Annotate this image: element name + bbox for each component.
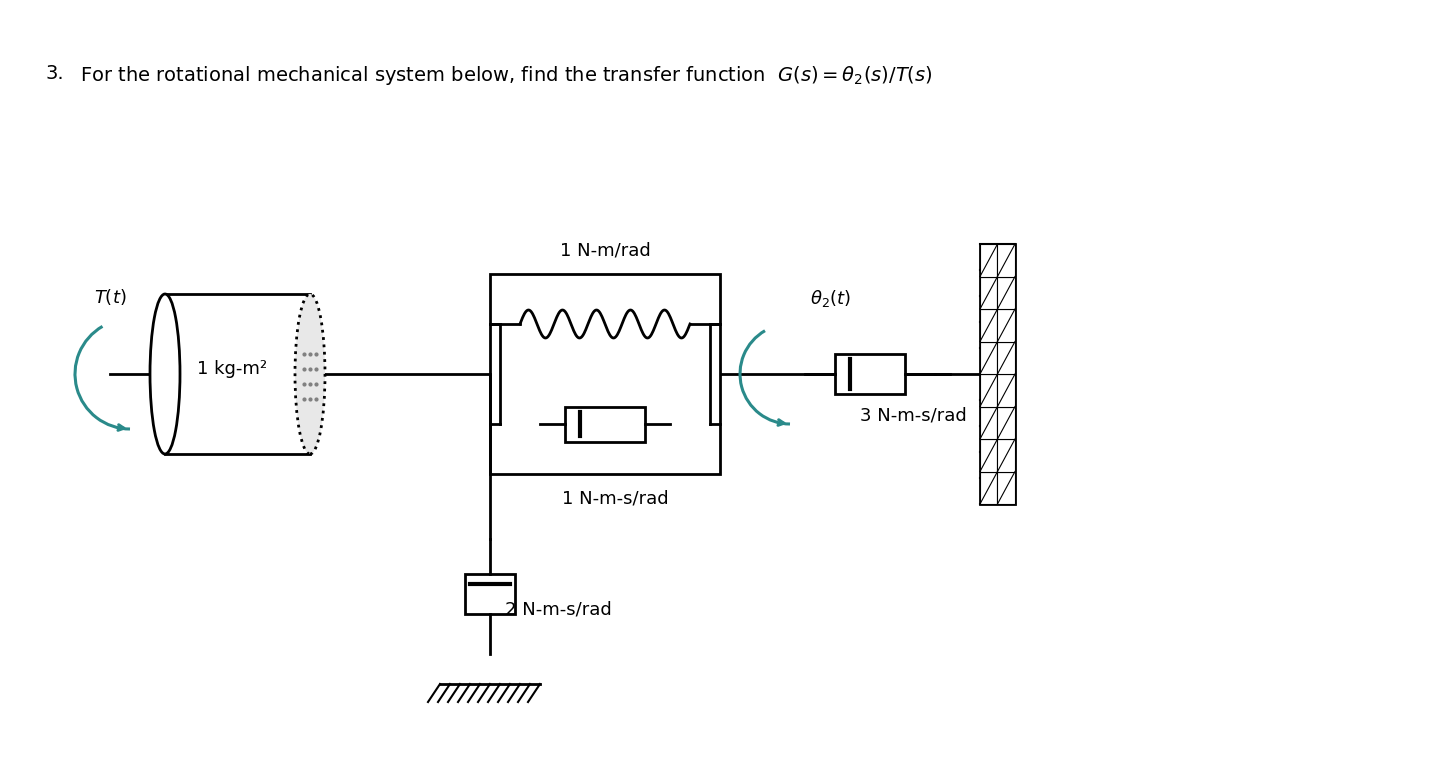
Bar: [998, 406, 1015, 439]
Text: 1 N-m-s/rad: 1 N-m-s/rad: [562, 489, 668, 507]
Bar: [998, 342, 1015, 374]
Text: 3 N-m-s/rad: 3 N-m-s/rad: [860, 406, 967, 424]
Text: 2 N-m-s/rad: 2 N-m-s/rad: [505, 600, 612, 618]
Bar: [998, 439, 1015, 471]
Bar: [979, 244, 998, 277]
Bar: [998, 309, 1015, 342]
Bar: [979, 439, 998, 471]
Bar: [490, 274, 720, 474]
Bar: [979, 309, 998, 342]
Bar: [165, 294, 310, 454]
Bar: [979, 277, 998, 309]
Bar: [979, 244, 1015, 504]
Bar: [998, 277, 1015, 309]
Bar: [979, 342, 998, 374]
Bar: [465, 574, 515, 614]
Text: $\theta_2(t)$: $\theta_2(t)$: [810, 288, 850, 309]
Ellipse shape: [295, 294, 326, 454]
Bar: [998, 244, 1015, 277]
Bar: [979, 471, 998, 504]
Text: 3.: 3.: [44, 64, 63, 83]
Bar: [565, 406, 645, 442]
Text: For the rotational mechanical system below, find the transfer function  $G(s) = : For the rotational mechanical system bel…: [80, 64, 932, 87]
Bar: [835, 354, 905, 394]
Text: 1 N-m/rad: 1 N-m/rad: [559, 241, 651, 259]
Bar: [979, 406, 998, 439]
Ellipse shape: [151, 294, 181, 454]
Bar: [998, 374, 1015, 406]
Text: $T(t)$: $T(t)$: [93, 287, 126, 307]
Bar: [998, 471, 1015, 504]
Text: 1 kg-m²: 1 kg-m²: [198, 360, 268, 378]
Bar: [979, 374, 998, 406]
